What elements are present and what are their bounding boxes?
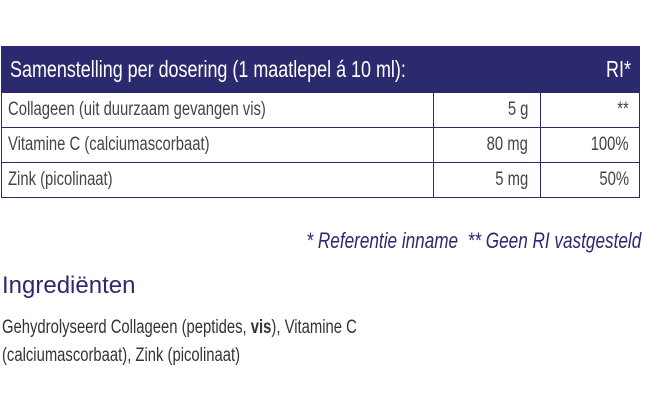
- row-name: Zink (picolinaat): [8, 169, 113, 190]
- table-row: Collageen (uit duurzaam gevangen vis) 5 …: [1, 92, 640, 128]
- header-ri: RI*: [606, 56, 631, 82]
- footnote: * Referentie inname ** Geen RI vastgeste…: [212, 228, 641, 254]
- ingredients-line-2: (calciumascorbaat), Zink (picolinaat): [2, 345, 241, 366]
- row-amount: 5 g: [507, 99, 528, 120]
- composition-table: Samenstelling per dosering (1 maatlepel …: [1, 46, 640, 198]
- row-name: Collageen (uit duurzaam gevangen vis): [8, 99, 266, 120]
- row-ri: 100%: [591, 134, 629, 155]
- table-row: Vitamine C (calciumascorbaat) 80 mg 100%: [1, 127, 640, 163]
- header-title: Samenstelling per dosering (1 maatlepel …: [10, 56, 406, 82]
- table-header: Samenstelling per dosering (1 maatlepel …: [1, 46, 640, 93]
- ingredients-heading: Ingrediënten: [2, 272, 136, 299]
- row-ri: 50%: [599, 169, 629, 190]
- ingredients-text-part: Gehydrolyseerd Collageen (peptides,: [2, 317, 251, 338]
- row-ri: **: [617, 99, 629, 120]
- ingredients-line-1: Gehydrolyseerd Collageen (peptides, vis)…: [2, 314, 357, 342]
- row-amount: 80 mg: [486, 134, 528, 155]
- allergen-vis: vis: [250, 317, 272, 338]
- footnote-text: * Referentie inname ** Geen RI vastgeste…: [306, 228, 641, 253]
- table-row: Zink (picolinaat) 5 mg 50%: [1, 162, 640, 198]
- ingredients-text: Gehydrolyseerd Collageen (peptides, vis)…: [2, 314, 645, 370]
- row-name: Vitamine C (calciumascorbaat): [8, 134, 210, 155]
- row-amount: 5 mg: [495, 169, 528, 190]
- ingredients-text-part: ), Vitamine C: [271, 317, 357, 338]
